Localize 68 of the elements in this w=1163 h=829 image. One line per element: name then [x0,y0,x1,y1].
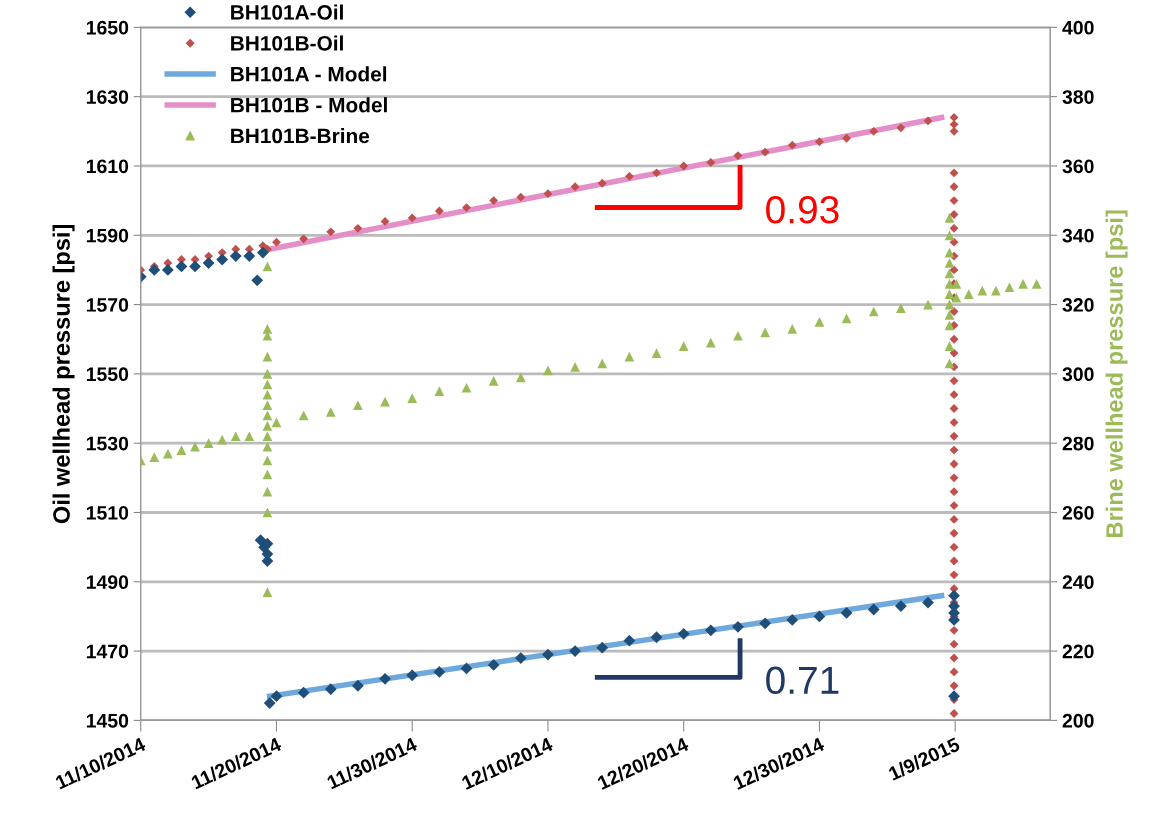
y-tick-label: 1570 [86,298,129,312]
point [202,257,215,269]
point [840,607,853,619]
point [732,620,744,633]
point [786,614,799,626]
y-tick-label: 1590 [86,228,129,243]
y2-axis-title: Brine wellhead pressure [psi] [1105,210,1128,537]
y-axis-title: Oil wellhead pressure [psi] [52,224,75,524]
point [352,679,364,692]
y-tick-label: 1650 [86,20,129,35]
point [596,641,609,654]
annotation: 0.93 [766,195,839,224]
legend-label: BH101A-Oil [231,4,343,20]
y-tick-label: 1530 [86,436,129,451]
y2-tick-label: 380 [1062,90,1094,104]
legend-label: BH101B-Brine [231,128,370,144]
point [216,253,229,266]
point [514,652,527,664]
y-tick-label: 1630 [86,90,129,104]
point [243,250,256,262]
point [263,697,276,709]
point [759,617,772,630]
point [161,264,174,276]
y2-tick-label: 400 [1062,20,1094,35]
point [270,690,283,703]
y2-tick-label: 280 [1062,436,1094,451]
point [813,610,826,623]
legend-label: BH101B-Oil [231,35,343,51]
point [189,260,201,273]
y2-tick-label: 360 [1062,159,1094,174]
y2-tick-label: 200 [1062,713,1094,728]
point [677,627,690,640]
y-tick-label: 1610 [86,159,129,174]
y2-tick-label: 320 [1062,298,1094,312]
point [148,264,161,276]
annotation: 0.71 [766,666,839,695]
point [948,589,960,602]
y2-tick-label: 340 [1062,228,1094,243]
y-tick-label: 1490 [86,575,129,590]
point [406,669,419,682]
y-tick-label: 1550 [86,367,129,382]
y2-tick-label: 260 [1062,505,1094,520]
point [922,596,934,609]
legend-label: BH101B - Model [231,97,387,113]
point [433,665,446,678]
point [487,659,500,671]
point [948,690,960,703]
point [257,246,269,259]
point [650,631,663,644]
legend-label: BH101A - Model [231,66,387,82]
point [229,250,242,262]
point [623,634,636,647]
y-tick-label: 1510 [86,505,129,520]
point [704,624,717,637]
point [867,603,880,616]
point [379,672,391,685]
point [254,534,267,547]
y2-tick-label: 240 [1062,575,1094,590]
point [297,686,310,699]
y2-tick-label: 220 [1062,644,1094,659]
point [894,600,907,612]
point [251,274,264,287]
y-tick-label: 1450 [86,713,129,728]
point [324,683,337,696]
y2-tick-label: 300 [1062,367,1094,382]
point [542,648,554,661]
point [569,645,581,657]
y-tick-label: 1470 [86,644,129,659]
